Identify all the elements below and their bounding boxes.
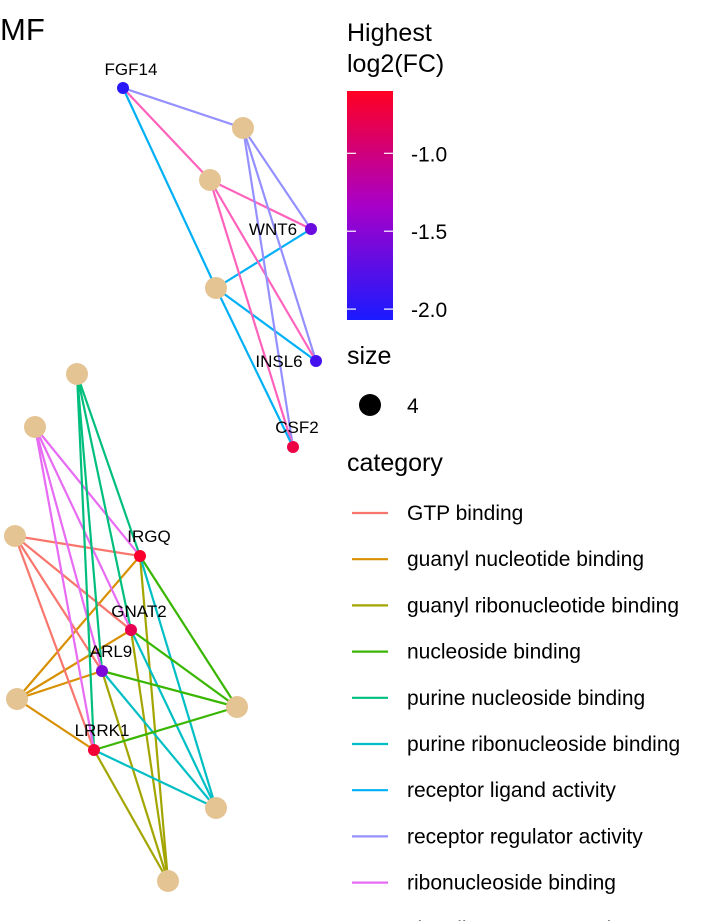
edge-arl9-guanyl xyxy=(15,669,104,701)
chart-title: MF xyxy=(0,12,45,47)
category-items: GTP binding guanyl nucleotide binding guan… xyxy=(352,502,680,921)
edge-gnat2-nucleoside xyxy=(129,628,239,709)
edge-irgq-purineribo xyxy=(138,554,218,810)
edge-lrrk1-ribonucleoside xyxy=(33,425,96,752)
category-node-receptorregulator xyxy=(232,117,254,139)
gene-node-irgq xyxy=(134,550,146,562)
edge-arl9-purinenuc xyxy=(75,372,104,673)
nodes-layer xyxy=(4,82,322,892)
legend-label-signaling: signaling receptor activator xyxy=(407,918,658,921)
edge-lrrk1-guanylribo xyxy=(92,748,170,883)
gene-label-arl9: ARL9 xyxy=(90,642,133,661)
size-legend: size 4 xyxy=(347,342,419,418)
category-node-gtp xyxy=(4,525,26,547)
size-legend-value: 4 xyxy=(407,395,419,418)
category-node-purineribo xyxy=(205,797,227,819)
category-node-purinenuc xyxy=(66,363,88,385)
size-legend-dot xyxy=(359,394,381,416)
edge-lrrk1-guanyl xyxy=(15,697,96,752)
gene-node-csf2 xyxy=(287,441,299,453)
legend-label-ribonucleoside: ribonucleoside binding xyxy=(407,872,616,895)
edge-arl9-purineribo xyxy=(100,669,218,810)
edges-layer xyxy=(13,86,318,883)
edge-irgq-gtp xyxy=(13,534,142,558)
color-tick-label: -1.0 xyxy=(411,143,447,166)
edge-fgf14-receptorregulator xyxy=(121,86,245,130)
legend-label-nucleoside: nucleoside binding xyxy=(407,641,581,664)
legend-label-guanylribo: guanyl ribonucleotide binding xyxy=(407,594,679,617)
gene-label-gnat2: GNAT2 xyxy=(111,602,166,621)
gene-node-fgf14 xyxy=(117,82,129,94)
edge-insl6-receptorligand xyxy=(214,286,318,363)
edge-lrrk1-purineribo xyxy=(92,748,218,810)
edge-gnat2-gtp xyxy=(13,534,133,632)
gene-label-csf2: CSF2 xyxy=(275,418,318,437)
color-ticks: -1.0 -1.5 -2.0 xyxy=(347,143,447,322)
category-node-receptorligand xyxy=(205,277,227,299)
category-legend-title: category xyxy=(347,449,443,477)
gene-node-insl6 xyxy=(310,355,322,367)
color-legend-title-line2: log2(FC) xyxy=(347,50,444,78)
edge-gnat2-guanyl xyxy=(15,628,133,701)
edge-arl9-ribonucleoside xyxy=(33,425,104,673)
legend-label-receptorligand: receptor ligand activity xyxy=(407,779,616,802)
gene-node-wnt6 xyxy=(305,223,317,235)
legend-label-purinenuc: purine nucleoside binding xyxy=(407,687,645,710)
category-node-guanyl xyxy=(6,688,28,710)
category-node-guanylribo xyxy=(157,870,179,892)
color-tick-label: -2.0 xyxy=(411,299,447,322)
gene-labels-layer: FGF14 WNT6 INSL6 CSF2 IRGQ GNAT2 ARL9 LRRK1 xyxy=(75,60,319,740)
edge-wnt6-signaling xyxy=(208,178,313,231)
edge-lrrk1-gtp xyxy=(13,534,96,752)
legend-label-gtp: GTP binding xyxy=(407,502,523,525)
edge-irgq-guanylribo xyxy=(138,554,170,883)
edge-wnt6-receptorregulator xyxy=(241,126,313,231)
category-node-ribonucleoside xyxy=(24,416,46,438)
edge-lrrk1-purinenuc xyxy=(75,372,96,752)
edge-irgq-purinenuc xyxy=(75,372,142,558)
gene-node-gnat2 xyxy=(125,624,137,636)
gene-label-irgq: IRGQ xyxy=(127,527,170,546)
edge-irgq-guanyl xyxy=(15,554,142,701)
edge-insl6-signaling xyxy=(208,178,318,363)
gene-label-lrrk1: LRRK1 xyxy=(75,721,130,740)
legend-label-receptorregulator: receptor regulator activity xyxy=(407,825,643,848)
gene-node-arl9 xyxy=(96,665,108,677)
edge-fgf14-signaling xyxy=(121,86,212,182)
edge-csf2-signaling xyxy=(208,178,295,449)
legend-label-purineribo: purine ribonucleoside binding xyxy=(407,733,680,756)
legend-label-guanyl: guanyl nucleotide binding xyxy=(407,548,644,571)
color-tick-label: -1.5 xyxy=(411,221,447,244)
gene-label-wnt6: WNT6 xyxy=(249,220,297,239)
edge-arl9-guanylribo xyxy=(100,669,170,883)
category-node-signaling xyxy=(199,169,221,191)
size-legend-title: size xyxy=(347,342,391,370)
edge-gnat2-purinenuc xyxy=(75,372,133,632)
gene-label-insl6: INSL6 xyxy=(255,352,302,371)
color-gradient-bar xyxy=(347,91,393,320)
color-legend: Highest log2(FC) -1.0 -1.5 -2.0 xyxy=(347,19,447,322)
gene-node-lrrk1 xyxy=(88,744,100,756)
color-legend-title-line1: Highest xyxy=(347,19,432,47)
edge-csf2-receptorregulator xyxy=(241,126,295,449)
edge-lrrk1-nucleoside xyxy=(92,705,239,752)
edge-arl9-gtp xyxy=(13,534,104,673)
edge-insl6-receptorregulator xyxy=(241,126,318,363)
edge-gnat2-purineribo xyxy=(129,628,218,810)
edge-arl9-nucleoside xyxy=(100,669,239,709)
category-legend: category GTP binding guanyl nucleotide bi… xyxy=(347,449,680,921)
gene-label-fgf14: FGF14 xyxy=(105,60,158,79)
category-node-nucleoside xyxy=(226,696,248,718)
edge-gnat2-guanylribo xyxy=(129,628,170,883)
edge-irgq-nucleoside xyxy=(138,554,239,709)
edge-csf2-receptorligand xyxy=(214,286,295,449)
edge-fgf14-receptorligand xyxy=(121,86,218,290)
